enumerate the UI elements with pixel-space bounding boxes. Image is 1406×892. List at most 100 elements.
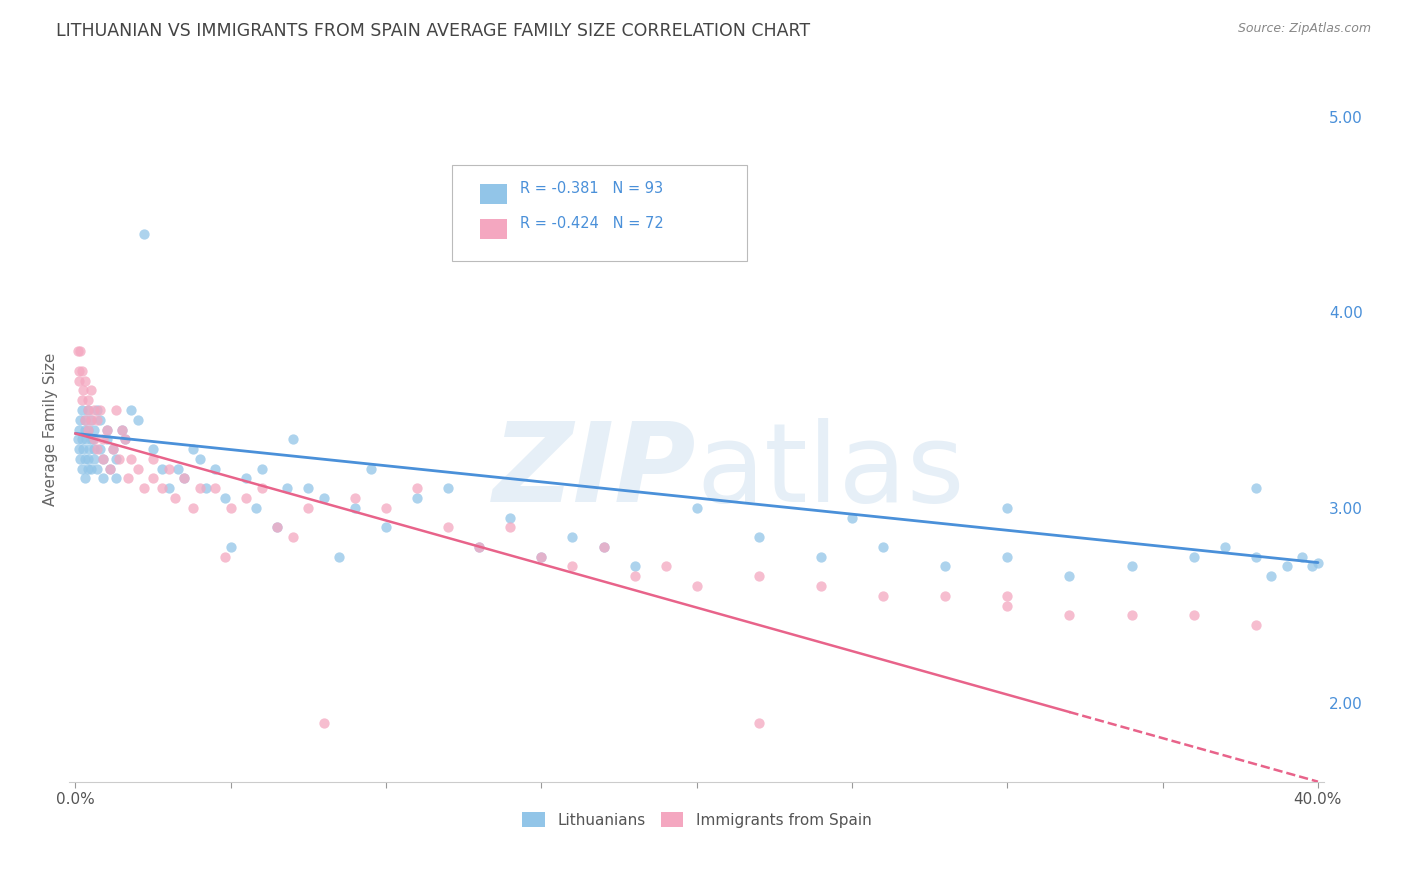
- Point: [810, 579, 832, 593]
- Point: [98, 461, 121, 475]
- Point: [82, 433, 104, 447]
- Point: [995, 549, 1018, 564]
- Point: [76, 403, 98, 417]
- Text: Source: ZipAtlas.com: Source: ZipAtlas.com: [1237, 22, 1371, 36]
- Point: [235, 471, 257, 485]
- Point: [183, 500, 205, 515]
- Point: [76, 403, 98, 417]
- Point: [70, 461, 93, 475]
- Point: [872, 589, 894, 603]
- Point: [1121, 608, 1143, 623]
- Point: [235, 491, 257, 505]
- Point: [142, 451, 165, 466]
- Point: [66, 433, 89, 447]
- Point: [70, 433, 93, 447]
- Point: [328, 549, 350, 564]
- Point: [75, 413, 97, 427]
- Point: [1244, 481, 1267, 495]
- Point: [204, 481, 226, 495]
- Point: [1182, 608, 1205, 623]
- Point: [152, 481, 174, 495]
- Point: [83, 442, 105, 456]
- Point: [163, 491, 186, 505]
- Point: [73, 471, 96, 485]
- Point: [995, 500, 1018, 515]
- Point: [561, 559, 583, 574]
- Text: LITHUANIAN VS IMMIGRANTS FROM SPAIN AVERAGE FAMILY SIZE CORRELATION CHART: LITHUANIAN VS IMMIGRANTS FROM SPAIN AVER…: [56, 22, 810, 40]
- Point: [406, 481, 429, 495]
- Point: [1260, 569, 1282, 583]
- Point: [101, 442, 124, 456]
- Point: [343, 500, 366, 515]
- Point: [375, 520, 398, 534]
- Point: [70, 364, 93, 378]
- Point: [281, 530, 304, 544]
- Point: [214, 491, 236, 505]
- Point: [530, 549, 553, 564]
- Point: [810, 549, 832, 564]
- Point: [80, 433, 103, 447]
- FancyBboxPatch shape: [479, 219, 508, 239]
- Point: [80, 413, 103, 427]
- Point: [1213, 540, 1236, 554]
- Point: [101, 442, 124, 456]
- Point: [93, 451, 115, 466]
- Point: [748, 569, 770, 583]
- Point: [1121, 559, 1143, 574]
- Point: [214, 549, 236, 564]
- Point: [157, 481, 180, 495]
- Point: [73, 413, 96, 427]
- Point: [96, 433, 118, 447]
- Point: [297, 481, 319, 495]
- Point: [281, 433, 304, 447]
- Point: [70, 393, 93, 408]
- Point: [127, 461, 149, 475]
- Point: [127, 413, 149, 427]
- Y-axis label: Average Family Size: Average Family Size: [44, 353, 58, 507]
- Point: [120, 451, 142, 466]
- Point: [188, 451, 211, 466]
- Point: [93, 471, 115, 485]
- Point: [219, 540, 242, 554]
- Point: [73, 374, 96, 388]
- Point: [654, 559, 676, 574]
- Point: [934, 589, 956, 603]
- Point: [1306, 556, 1329, 570]
- Point: [623, 559, 645, 574]
- Point: [1275, 559, 1298, 574]
- Point: [1059, 608, 1081, 623]
- Point: [89, 442, 111, 456]
- Point: [841, 510, 863, 524]
- Legend: Lithuanians, Immigrants from Spain: Lithuanians, Immigrants from Spain: [516, 805, 877, 834]
- Point: [132, 481, 155, 495]
- Point: [266, 520, 288, 534]
- Point: [67, 423, 90, 437]
- Point: [111, 423, 134, 437]
- Point: [80, 413, 103, 427]
- Point: [76, 393, 98, 408]
- Point: [266, 520, 288, 534]
- Point: [312, 716, 335, 731]
- Point: [72, 442, 94, 456]
- Point: [89, 403, 111, 417]
- Point: [114, 433, 136, 447]
- Point: [142, 442, 165, 456]
- Point: [75, 433, 97, 447]
- Point: [561, 530, 583, 544]
- Point: [69, 413, 91, 427]
- Point: [96, 423, 118, 437]
- Point: [1182, 549, 1205, 564]
- Point: [86, 442, 108, 456]
- Text: R = -0.424   N = 72: R = -0.424 N = 72: [520, 216, 664, 231]
- Point: [117, 471, 139, 485]
- Point: [86, 461, 108, 475]
- Point: [120, 403, 142, 417]
- Point: [72, 384, 94, 398]
- Point: [1301, 559, 1323, 574]
- Point: [872, 540, 894, 554]
- Point: [76, 461, 98, 475]
- Point: [748, 530, 770, 544]
- Point: [360, 461, 382, 475]
- Point: [67, 374, 90, 388]
- Point: [934, 559, 956, 574]
